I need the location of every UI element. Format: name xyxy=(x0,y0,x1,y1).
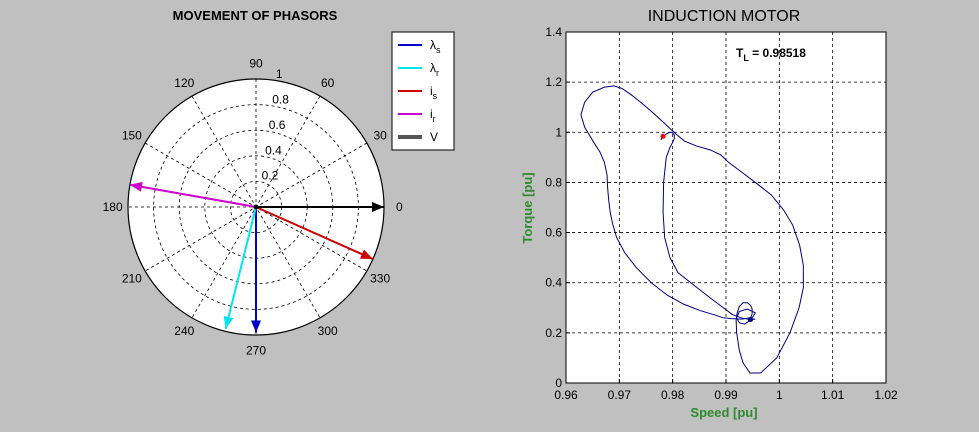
motor-panel: INDUCTION MOTOR 0.96 0.97 0.98 0.99 1 1.01 1.0… xyxy=(520,8,898,420)
y-tick-label: 0.8 xyxy=(545,175,562,189)
y-tick-label: 0.2 xyxy=(545,326,562,340)
angle-tick-label: 330 xyxy=(370,272,390,286)
legend-label: ir xyxy=(430,107,436,124)
angle-tick-label: 300 xyxy=(318,324,338,338)
x-tick-label: 1.01 xyxy=(821,388,845,402)
legend-label-main: i xyxy=(430,107,433,121)
legend-label-sub: r xyxy=(433,114,436,124)
load-torque-annotation: TL = 0.98518 xyxy=(736,46,806,63)
angle-tick-label: 270 xyxy=(246,343,266,357)
trajectory-marker xyxy=(748,317,754,323)
y-axis-label: Torque [pu] xyxy=(520,172,535,243)
legend-label-sub: s xyxy=(436,45,441,55)
phasor-arrow-line xyxy=(224,206,257,329)
trajectory-marker xyxy=(660,133,666,139)
angle-tick-label: 30 xyxy=(373,128,387,142)
radial-tick-label: 1 xyxy=(276,67,283,81)
legend-label-main: λ xyxy=(430,61,436,75)
trajectory-line xyxy=(580,85,804,374)
y-tick-label: 1.4 xyxy=(545,25,562,39)
radial-tick-label: 0.8 xyxy=(272,93,289,107)
phasor-arrow-head xyxy=(129,181,143,192)
radial-tick-label: 0.6 xyxy=(269,118,286,132)
plot-frame xyxy=(565,31,887,384)
phasor-arrow-head xyxy=(359,249,373,260)
y-tick-label: 1.2 xyxy=(545,75,562,89)
legend-label-main: i xyxy=(430,84,433,98)
polar-plot: 0.2 0.4 0.6 0.8 1 0 30 60 90 120 150 180 210 240 270 30… xyxy=(103,57,403,358)
x-tick-label: 0.98 xyxy=(661,388,685,402)
x-tick-label: 0.99 xyxy=(714,388,738,402)
torque-speed-plot: 0.96 0.97 0.98 0.99 1 1.01 1.02 0 0.2 0.4 0.6 0.8 1 1… xyxy=(545,25,898,402)
phasor-arrow-line xyxy=(129,183,257,208)
x-tick-label: 0.97 xyxy=(608,388,632,402)
angle-tick-label: 210 xyxy=(122,272,142,286)
angle-tick-label: 90 xyxy=(249,57,263,71)
legend-label: λs xyxy=(430,38,441,55)
legend-label-main: λ xyxy=(430,38,436,52)
polar-origin xyxy=(253,204,259,210)
legend-label-main: V xyxy=(430,130,438,144)
y-tick-label: 0.4 xyxy=(545,276,562,290)
annotation-value: = 0.98518 xyxy=(749,46,806,60)
y-tick-label: 1 xyxy=(555,125,562,139)
legend-label: is xyxy=(430,84,438,101)
phasor-panel: MOVEMENT OF PHASORS 0.2 0.4 0.6 0.8 1 0 30 60 90… xyxy=(103,8,455,358)
x-axis-label: Speed [pu] xyxy=(690,405,757,420)
phasor-arrow-head xyxy=(251,320,261,333)
legend-label-sub: s xyxy=(433,91,438,101)
annotation-main: T xyxy=(736,46,744,60)
legend-label: V xyxy=(430,130,438,144)
legend-label-sub: r xyxy=(436,68,439,78)
radial-tick-label: 0.2 xyxy=(262,169,279,183)
phasor-arrow-line xyxy=(255,206,374,260)
legend-label: λr xyxy=(430,61,439,78)
motor-title: INDUCTION MOTOR xyxy=(648,8,801,25)
phasor-arrow-head xyxy=(372,202,384,212)
x-tick-label: 1 xyxy=(776,388,783,402)
x-tick-label: 1.02 xyxy=(874,388,898,402)
phasor-title: MOVEMENT OF PHASORS xyxy=(173,8,338,23)
phasor-arrow-head xyxy=(223,315,234,329)
y-tick-label: 0.6 xyxy=(545,226,562,240)
angle-tick-label: 120 xyxy=(174,76,194,90)
angle-tick-label: 180 xyxy=(103,200,123,214)
annotation-sub: L xyxy=(743,53,749,63)
angle-tick-label: 60 xyxy=(321,76,335,90)
angle-tick-label: 150 xyxy=(122,128,142,142)
angle-tick-label: 240 xyxy=(174,324,194,338)
y-tick-label: 0 xyxy=(555,376,562,390)
x-tick-label: 0.96 xyxy=(554,388,578,402)
angle-tick-label: 0 xyxy=(396,200,403,214)
radial-tick-label: 0.4 xyxy=(265,143,282,157)
